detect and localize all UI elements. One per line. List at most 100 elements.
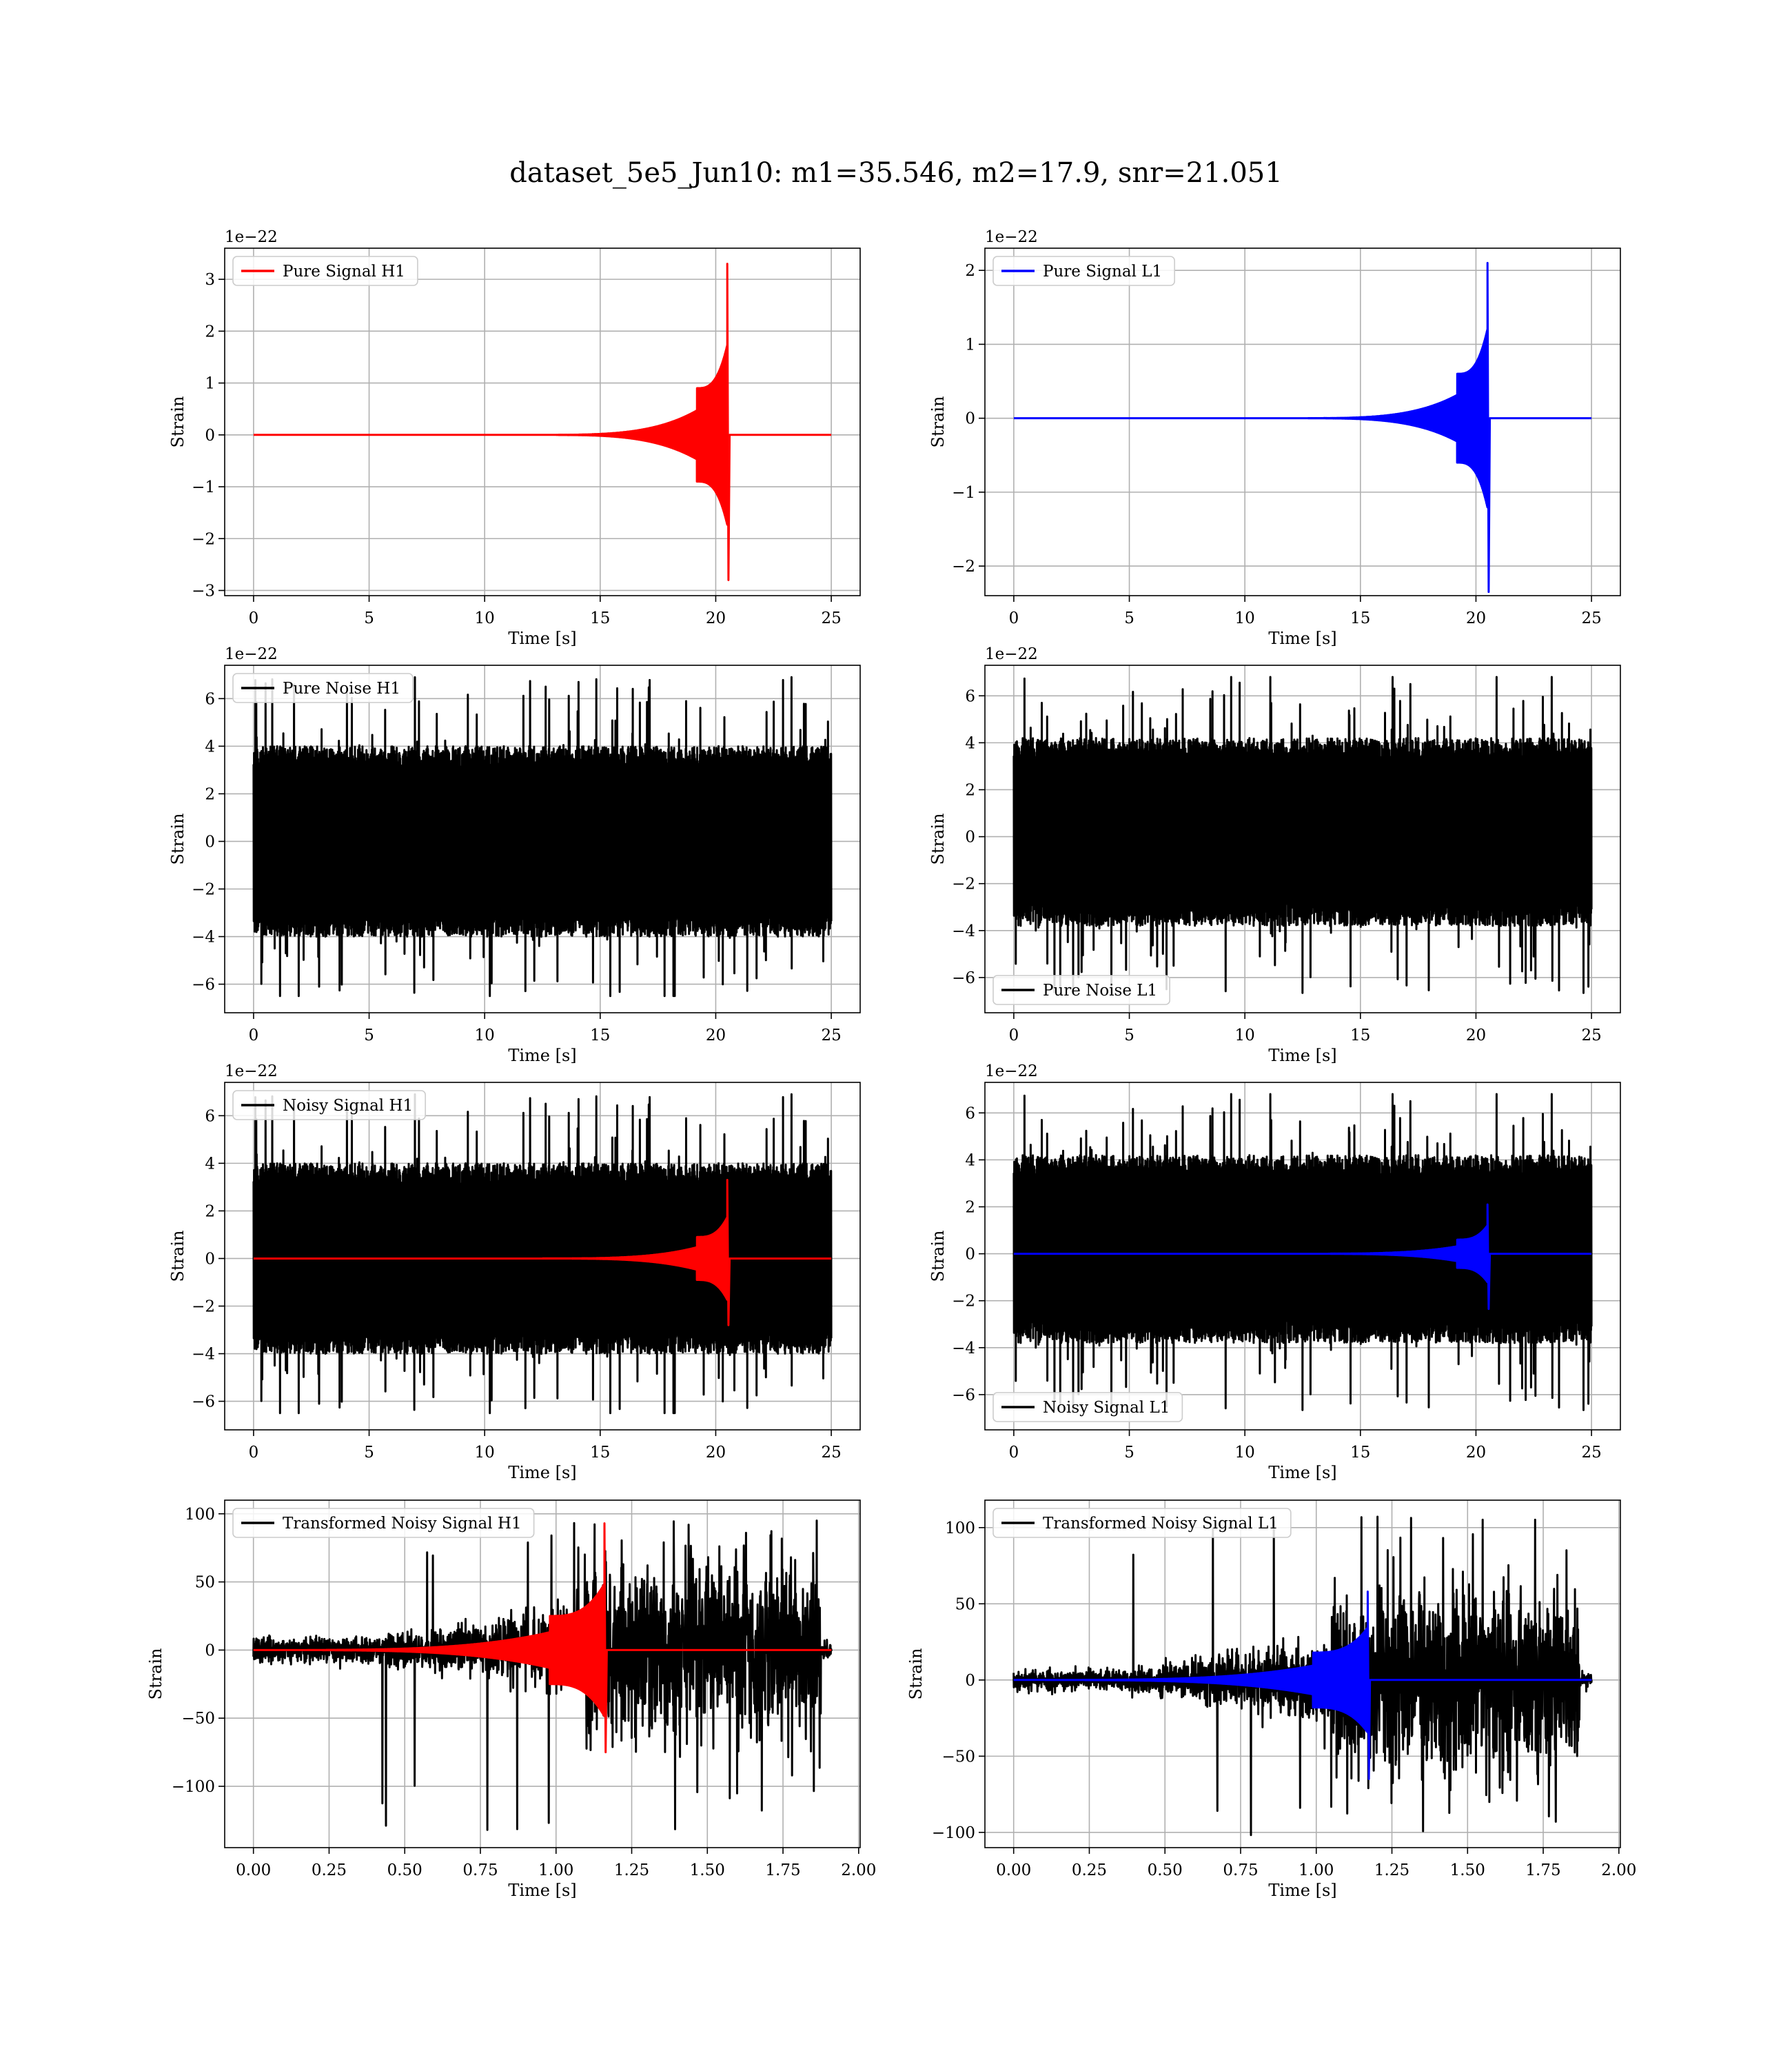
offset-text: 1e−22 xyxy=(225,1062,278,1080)
subplot-transformed-noisy-signal-h1: 0.00 0.25 0.50 0.75 1.00 1.25 1.50 1.75 2.00 −100… xyxy=(146,1499,876,1900)
y-tick-label: −100 xyxy=(172,1778,215,1796)
legend: Pure Noise L1 xyxy=(992,975,1170,1005)
x-tick-label: 0.25 xyxy=(1072,1861,1107,1879)
y-tick-label: 4 xyxy=(965,1151,975,1169)
legend: Noisy Signal H1 xyxy=(232,1090,426,1120)
y-tick-label: 0 xyxy=(965,829,975,847)
x-tick-label: 5 xyxy=(364,1444,374,1462)
y-axis-label: Strain xyxy=(168,814,187,865)
x-tick-label: 25 xyxy=(821,609,841,627)
y-tick-label: 4 xyxy=(965,734,975,752)
legend-box xyxy=(992,256,1175,286)
legend-entry-label: Transformed Noisy Signal L1 xyxy=(1043,1515,1279,1533)
x-axis-label: Time [s] xyxy=(508,629,576,648)
y-tick-label: −4 xyxy=(192,1346,215,1364)
y-tick-label: −1 xyxy=(192,478,215,496)
plot-area xyxy=(252,1093,833,1415)
legend-box xyxy=(232,256,418,286)
legend-entry-label: Pure Noise H1 xyxy=(283,680,400,698)
x-tick-label: 25 xyxy=(821,1027,841,1044)
y-tick-label: −2 xyxy=(192,530,215,548)
subplot-pure-noise-l1: 0 5 10 15 20 25 −6 −4 −2 0 2 4 6 Time [s] Strain 1e−22 P… xyxy=(928,645,1621,1065)
y-tick-label: 2 xyxy=(205,323,215,341)
y-tick-label: −6 xyxy=(952,1386,975,1404)
legend: Pure Noise H1 xyxy=(232,673,414,703)
offset-text: 1e−22 xyxy=(225,645,278,663)
x-tick-label: 1.25 xyxy=(614,1861,649,1879)
offset-text: 1e−22 xyxy=(985,645,1038,663)
y-axis-label: Strain xyxy=(928,396,948,448)
x-tick-label: 20 xyxy=(706,1444,726,1462)
series-line-1 xyxy=(1012,1590,1592,1780)
x-axis-label: Time [s] xyxy=(508,1881,576,1900)
y-tick-label: 4 xyxy=(205,738,215,756)
legend-box xyxy=(992,975,1170,1005)
y-tick-label: 1 xyxy=(205,375,215,393)
y-tick-label: 2 xyxy=(965,1198,975,1216)
y-tick-label: 6 xyxy=(205,1107,215,1125)
x-axis-label: Time [s] xyxy=(508,1463,576,1482)
x-tick-label: 0.75 xyxy=(1223,1861,1258,1879)
y-tick-label: −2 xyxy=(952,558,975,576)
x-tick-label: 20 xyxy=(1466,609,1486,627)
y-tick-label: 3 xyxy=(205,271,215,289)
series-line-0 xyxy=(1013,261,1592,594)
legend: Transformed Noisy Signal L1 xyxy=(992,1508,1292,1538)
x-tick-label: 20 xyxy=(706,1027,726,1044)
y-axis-label: Strain xyxy=(928,814,948,865)
axes-frame xyxy=(224,1499,861,1848)
x-tick-label: 1.00 xyxy=(1299,1861,1334,1879)
x-tick-label: 15 xyxy=(590,609,610,627)
plot-area xyxy=(1013,261,1592,594)
series-line-1 xyxy=(252,1522,832,1754)
y-tick-label: 2 xyxy=(205,1202,215,1220)
y-tick-label: 2 xyxy=(965,781,975,799)
x-tick-label: 10 xyxy=(1235,1444,1255,1462)
axes-frame xyxy=(984,1082,1621,1431)
legend-entry-label: Pure Noise L1 xyxy=(1043,982,1157,1000)
x-tick-label: 15 xyxy=(590,1027,610,1044)
y-tick-label: 1 xyxy=(965,336,975,354)
axes-frame xyxy=(224,665,861,1013)
y-tick-label: −4 xyxy=(192,929,215,947)
y-tick-label: −6 xyxy=(952,969,975,987)
y-tick-label: −3 xyxy=(192,582,215,600)
legend-entry-label: Pure Signal H1 xyxy=(283,263,405,281)
x-tick-label: 0 xyxy=(249,1444,259,1462)
figure-title: dataset_5e5_Jun10: m1=35.546, m2=17.9, s… xyxy=(509,157,1283,189)
y-axis-label: Strain xyxy=(146,1648,165,1700)
legend: Transformed Noisy Signal H1 xyxy=(232,1508,535,1538)
x-tick-label: 1.75 xyxy=(765,1861,800,1879)
x-tick-label: 0 xyxy=(1009,609,1019,627)
y-tick-label: 2 xyxy=(965,262,975,280)
y-axis-label: Strain xyxy=(928,1231,948,1282)
series-line-0 xyxy=(252,1519,833,1831)
x-tick-label: 25 xyxy=(1581,1027,1601,1044)
x-tick-label: 20 xyxy=(706,609,726,627)
x-tick-label: 10 xyxy=(475,1444,495,1462)
y-tick-label: 0 xyxy=(205,427,215,445)
legend-box xyxy=(232,673,414,703)
x-tick-label: 25 xyxy=(1581,609,1601,627)
plot-area xyxy=(1012,1093,1593,1413)
series-line-0 xyxy=(252,676,833,998)
y-tick-label: 0 xyxy=(205,1250,215,1268)
legend-entry-label: Pure Signal L1 xyxy=(1043,263,1162,281)
y-tick-label: −50 xyxy=(941,1748,975,1766)
x-tick-label: 15 xyxy=(590,1444,610,1462)
x-tick-label: 20 xyxy=(1466,1027,1486,1044)
subplot-transformed-noisy-signal-l1: 0.00 0.25 0.50 0.75 1.00 1.25 1.50 1.75 2.00 −100… xyxy=(906,1499,1636,1900)
x-tick-label: 0.50 xyxy=(387,1861,422,1879)
offset-text: 1e−22 xyxy=(225,228,278,246)
y-tick-label: −2 xyxy=(192,880,215,898)
axes-frame xyxy=(224,1082,861,1431)
legend-box xyxy=(232,1508,535,1538)
x-axis-label: Time [s] xyxy=(1268,1881,1336,1900)
y-tick-label: −100 xyxy=(932,1824,975,1842)
x-tick-label: 0 xyxy=(249,609,259,627)
plot-area xyxy=(1012,1515,1593,1837)
subplot-pure-signal-l1: 0 5 10 15 20 25 −2 −1 0 1 2 Time [s] Strain 1e−22 Pure… xyxy=(928,228,1621,648)
x-tick-label: 1.50 xyxy=(1450,1861,1485,1879)
y-tick-label: −2 xyxy=(192,1297,215,1315)
